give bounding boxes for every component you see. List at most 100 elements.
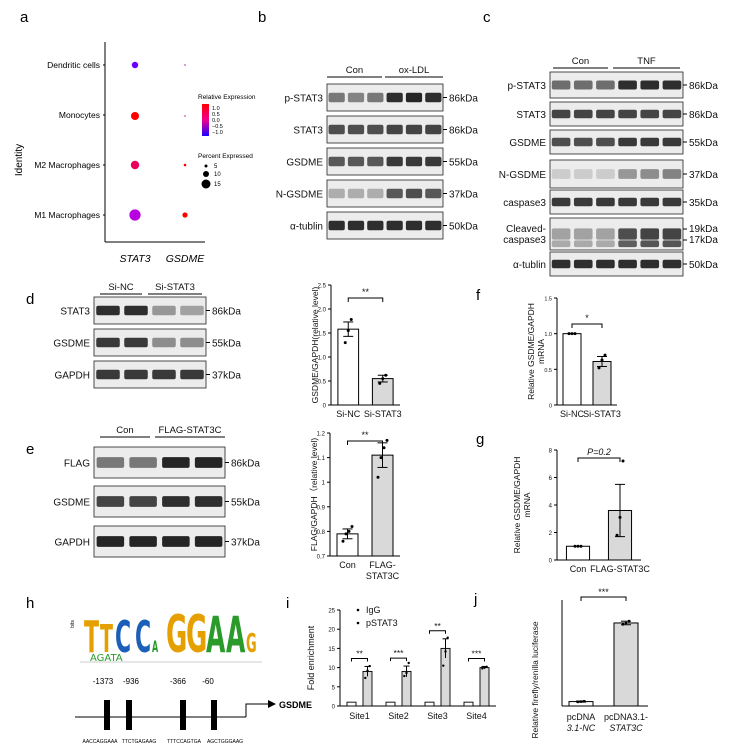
blot-band <box>367 188 384 199</box>
blot-strip <box>549 159 684 189</box>
blot-band <box>124 337 148 348</box>
chart-ylabel: mRNA <box>522 492 532 517</box>
blot-band <box>618 169 637 179</box>
blot-size-label: 55kDa <box>689 138 718 149</box>
chart-point <box>376 475 380 479</box>
chart-category-label: pcDNA3.1- <box>604 712 648 722</box>
chart-ytick-label: 8 <box>549 449 553 455</box>
panel-g-bar-chart: 0 2 4 6 8 Relative GSDME/GAPDH mRNA Con FLAG-STA… <box>512 447 650 574</box>
blot-strip <box>549 189 684 215</box>
panel-a-dot <box>184 64 186 66</box>
panel-a-pct-key-label: 5 <box>214 164 218 170</box>
blot-band <box>96 536 125 547</box>
motif-small-letters: AGATA <box>90 653 123 664</box>
chart-category-label: Si-STAT3 <box>364 409 402 419</box>
blot-size-label: 37kDa <box>449 190 478 201</box>
blot-band <box>194 536 223 547</box>
chart-bar <box>337 328 360 406</box>
chart-point <box>481 667 484 670</box>
blot-band <box>551 109 571 119</box>
binding-site-sequence: AACCAGGAAA <box>82 739 118 745</box>
chart-point <box>343 341 347 345</box>
blot-band <box>386 156 403 167</box>
blot-size-label: 19kDa <box>689 224 718 235</box>
binding-site-sequence: TTCTGAGAAG <box>122 739 157 745</box>
blot-band <box>596 80 615 90</box>
blot-band <box>152 369 176 380</box>
panel-a-dot <box>131 61 139 69</box>
blot-band <box>405 188 423 199</box>
blot-size-label: 86kDa <box>689 81 718 92</box>
blot-band <box>194 496 223 507</box>
panel-d-western-blot: Si-NC Si-STAT3 STAT3 86kDa GSDME 55kDa GAPDH 37… <box>53 282 241 389</box>
panel-a-colorbar <box>202 104 209 136</box>
blot-band <box>551 259 571 269</box>
blot-band <box>386 92 403 103</box>
blot-size-label: 86kDa <box>212 307 241 318</box>
chart-ytick-label: 2.0 <box>318 308 327 314</box>
panel-j-bar-chart: Relative firefly/renilla luciferase pcDNA… <box>530 587 648 739</box>
blot-band <box>129 496 157 507</box>
chart-ytick-label: 1.0 <box>318 356 327 362</box>
chart-significance-label: P=0.2 <box>587 447 611 457</box>
chart-ytick-label: 0 <box>323 404 327 410</box>
chart-significance-bracket <box>347 297 384 302</box>
chart-ytick-label: 1.5 <box>318 332 327 338</box>
blot-band <box>596 259 615 269</box>
blot-band <box>425 156 442 167</box>
chart-ylabel: Relative GSDME/GAPDH <box>512 457 522 554</box>
chart-category-label: Si-NC <box>336 409 360 419</box>
chart-point <box>567 332 571 336</box>
chart-point <box>442 664 445 667</box>
chart-point <box>407 661 410 665</box>
chart-ytick-label: 2 <box>549 531 553 537</box>
chart-point <box>349 318 353 322</box>
blot-row-label: STAT3 <box>516 110 546 121</box>
panel-b-western-blot: Con ox-LDL p-STAT3 86kDa STAT3 86kDa GSDME 55kD… <box>276 65 478 240</box>
panel-a-row-label: M2 Macrophages <box>34 160 100 170</box>
panel-a-row-label: M1 Macrophages <box>34 210 100 220</box>
blot-band <box>551 240 571 248</box>
blot-band <box>618 197 637 207</box>
chart-ytick-label: 0.7 <box>317 555 326 561</box>
chart-point <box>444 650 447 653</box>
blot-band <box>596 240 615 248</box>
chart-significance-bracket <box>351 657 368 662</box>
blot-band <box>328 188 345 199</box>
blot-size-label: 37kDa <box>689 170 718 181</box>
chart-significance-bracket <box>577 457 621 462</box>
blot-row-label: GSDME <box>53 339 90 350</box>
chart-ytick-label: 0.5 <box>318 380 327 386</box>
chart-point <box>582 699 586 703</box>
blot-band <box>405 156 423 167</box>
blot-row-label: GSDME <box>286 158 323 169</box>
chart-point <box>347 529 351 533</box>
panel-a-dot <box>183 163 187 167</box>
blot-band <box>425 92 442 103</box>
chart-bar <box>371 378 394 406</box>
blot-band <box>96 337 120 348</box>
blot-band <box>162 536 190 547</box>
blot-band <box>180 305 204 316</box>
blot-strip <box>549 217 684 251</box>
chart-significance-label: * <box>585 313 589 323</box>
blot-band <box>662 259 682 269</box>
panel-h-promoter-schematic: GSDME -1373 -936 -366 -60 AACCAGGAAA TTC… <box>75 677 312 745</box>
chart-point <box>378 381 382 385</box>
blot-row-label: N-GSDME <box>276 190 324 201</box>
panel-letter-h: h <box>26 595 34 612</box>
chart-point <box>405 671 408 675</box>
blot-band <box>152 337 176 348</box>
chart-point <box>382 446 386 450</box>
chart-point <box>576 544 580 548</box>
blot-band <box>425 124 442 135</box>
blot-band <box>367 124 384 135</box>
binding-site-position: -60 <box>202 677 214 686</box>
blot-row-label: N-GSDME <box>499 170 547 181</box>
chart-bar <box>565 545 591 561</box>
chart-point <box>579 700 583 703</box>
blot-band <box>640 137 660 147</box>
blot-band <box>96 305 120 316</box>
panel-letter-g: g <box>476 431 484 448</box>
